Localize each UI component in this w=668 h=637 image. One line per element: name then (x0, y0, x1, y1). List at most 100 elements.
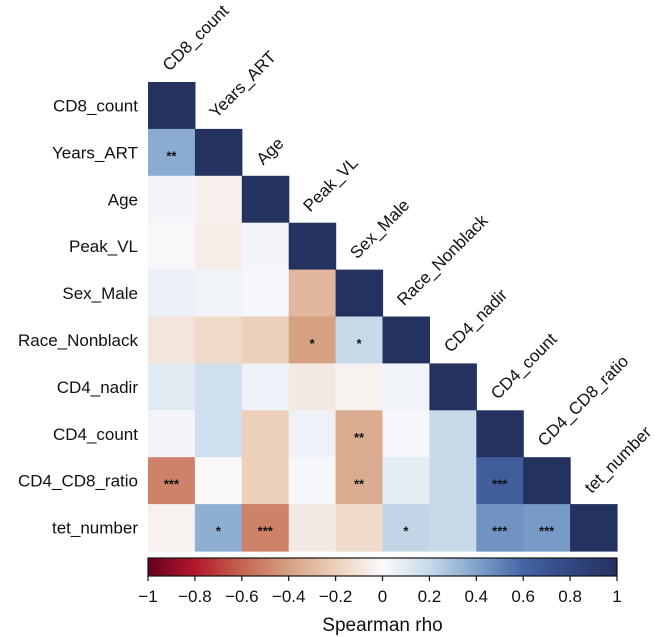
heatmap-cell-CD4_nadir-CD8_count (148, 363, 196, 411)
heatmap-cell-tet_number-Sex_Male (335, 504, 384, 552)
heatmap-cell-CD4_count-CD4_count (476, 410, 524, 458)
heatmap-cell-CD4_nadir-Race_Nonblack (382, 363, 430, 411)
heatmap-cell-Race_Nonblack-CD8_count (148, 316, 196, 364)
colorbar-tick-label: 0 (378, 587, 387, 606)
significance-marker: *** (164, 477, 180, 492)
colorbar-gradient (147, 557, 618, 577)
row-labels: CD8_count Years_ART Age Peak_VL Sex_Male Race… (18, 96, 139, 537)
heatmap-cell-CD4_count-Age (241, 410, 290, 458)
column-label-Age: Age (253, 134, 288, 169)
heatmap-cell-CD4_count-Race_Nonblack (382, 410, 430, 458)
significance-marker: *** (492, 524, 508, 539)
row-label-CD4_CD8_ratio: CD4_CD8_ratio (18, 472, 138, 491)
column-label-CD4_count: CD4_count (487, 329, 561, 403)
colorbar-tick-label: 0.6 (511, 587, 535, 606)
heatmap-cell-Sex_Male-Years_ART (194, 269, 243, 318)
heatmap-cell-Peak_VL-Years_ART (194, 222, 243, 271)
colorbar-tick-label: −0.8 (178, 587, 212, 606)
column-label-Peak_VL: Peak_VL (300, 153, 362, 215)
heatmap-cell-CD4_CD8_ratio-Sex_Male (335, 457, 384, 505)
row-label-Peak_VL: Peak_VL (69, 237, 138, 256)
column-label-CD4_CD8_ratio: CD4_CD8_ratio (534, 352, 632, 450)
heatmap-cell-CD4_CD8_ratio-Years_ART (194, 457, 243, 505)
column-label-CD4_nadir: CD4_nadir (440, 285, 511, 356)
heatmap-cell-Race_Nonblack-Peak_VL (288, 316, 337, 364)
heatmap-cell-CD4_CD8_ratio-Race_Nonblack (382, 457, 430, 505)
row-label-Years_ART: Years_ART (52, 143, 138, 162)
colorbar-tick-label: −0.6 (225, 587, 259, 606)
significance-marker: *** (258, 524, 274, 539)
heatmap-cell-Race_Nonblack-Sex_Male (335, 316, 384, 364)
colorbar-tick-label: −0.2 (319, 587, 353, 606)
heatmap-cell-Sex_Male-Sex_Male (335, 269, 384, 318)
row-label-tet_number: tet_number (52, 519, 138, 538)
heatmap-cell-Peak_VL-Peak_VL (288, 222, 337, 271)
significance-marker: * (216, 524, 222, 539)
colorbar-tick-label: −1 (138, 587, 157, 606)
heatmap-cell-Peak_VL-Age (241, 222, 290, 271)
heatmap-cell-CD4_count-Sex_Male (335, 410, 384, 458)
heatmap-cell-Race_Nonblack-Race_Nonblack (382, 316, 430, 364)
heatmap-cell-CD4_CD8_ratio-Age (241, 457, 290, 505)
colorbar-ticks: −1 −0.8 −0.6 −0.4 −0.2 0 0.2 0.4 0.6 0.8 1 (138, 576, 622, 606)
column-label-Years_ART: Years_ART (206, 47, 280, 121)
heatmap-cell-CD4_CD8_ratio-CD4_count (476, 457, 524, 505)
column-label-tet_number: tet_number (581, 422, 655, 496)
heatmap-cell-tet_number-Peak_VL (288, 504, 337, 552)
heatmap-cells (148, 82, 618, 552)
heatmap-cell-tet_number-Race_Nonblack (382, 504, 430, 552)
significance-marker: ** (354, 477, 365, 492)
row-label-Race_Nonblack: Race_Nonblack (18, 331, 139, 350)
heatmap-cell-tet_number-CD4_CD8_ratio (523, 504, 571, 552)
heatmap-cell-Sex_Male-Peak_VL (288, 269, 337, 318)
heatmap-cell-Age-Age (241, 175, 290, 224)
heatmap-cell-tet_number-CD4_nadir (429, 504, 477, 552)
heatmap-cell-tet_number-CD4_count (476, 504, 524, 552)
colorbar: −1 −0.8 −0.6 −0.4 −0.2 0 0.2 0.4 0.6 0.8 1 Spearma… (138, 557, 622, 636)
heatmap-cell-CD4_CD8_ratio-CD4_CD8_ratio (523, 457, 571, 505)
heatmap-cell-Peak_VL-CD8_count (148, 222, 196, 271)
significance-marker: ** (166, 148, 177, 163)
colorbar-tick-label: 1 (612, 587, 621, 606)
significance-marker: *** (539, 524, 555, 539)
heatmap-cell-CD4_nadir-Peak_VL (288, 363, 337, 411)
significance-marker: *** (492, 477, 508, 492)
heatmap-cell-CD4_nadir-Sex_Male (335, 363, 384, 411)
column-label-Sex_Male: Sex_Male (346, 196, 413, 263)
heatmap-cell-Sex_Male-Age (241, 269, 290, 318)
heatmap-cell-CD4_CD8_ratio-CD8_count (148, 457, 196, 505)
heatmap-cell-CD4_count-Peak_VL (288, 410, 337, 458)
heatmap-cell-Years_ART-CD8_count (148, 128, 196, 177)
significance-marker: * (310, 336, 316, 351)
heatmap-cell-CD4_CD8_ratio-CD4_nadir (429, 457, 477, 505)
heatmap-cell-Race_Nonblack-Age (241, 316, 290, 364)
significance-marker: * (403, 524, 409, 539)
heatmap-cell-CD8_count-CD8_count (148, 82, 196, 130)
heatmap-cell-CD4_CD8_ratio-Peak_VL (288, 457, 337, 505)
colorbar-tick-label: 0.4 (464, 587, 488, 606)
column-label-CD8_count: CD8_count (159, 1, 233, 75)
heatmap-cell-tet_number-CD8_count (148, 504, 196, 552)
heatmap-cell-CD4_count-CD8_count (148, 410, 196, 458)
significance-markers: *** ****** ** **** *** * *** *** (164, 148, 555, 538)
row-label-Sex_Male: Sex_Male (62, 284, 138, 303)
heatmap-cell-CD4_count-CD4_nadir (429, 410, 477, 458)
heatmap-cell-Race_Nonblack-Years_ART (194, 316, 243, 364)
significance-marker: ** (354, 430, 365, 445)
heatmap-cell-Years_ART-Years_ART (194, 128, 243, 177)
row-label-Age: Age (108, 190, 138, 209)
colorbar-title: Spearman rho (322, 615, 442, 636)
row-label-CD8_count: CD8_count (53, 96, 138, 115)
significance-marker: * (357, 336, 363, 351)
heatmap-cell-Age-CD8_count (148, 175, 196, 224)
heatmap-cell-tet_number-Age (241, 504, 290, 552)
heatmap-cell-Age-Years_ART (194, 175, 243, 224)
column-label-Race_Nonblack: Race_Nonblack (393, 211, 492, 310)
heatmap-cell-CD4_nadir-Age (241, 363, 290, 411)
row-label-CD4_count: CD4_count (53, 425, 138, 444)
row-label-CD4_nadir: CD4_nadir (57, 378, 139, 397)
heatmap-cell-CD4_count-Years_ART (194, 410, 243, 458)
heatmap-cell-CD4_nadir-Years_ART (194, 363, 243, 411)
colorbar-tick-label: 0.2 (418, 587, 442, 606)
